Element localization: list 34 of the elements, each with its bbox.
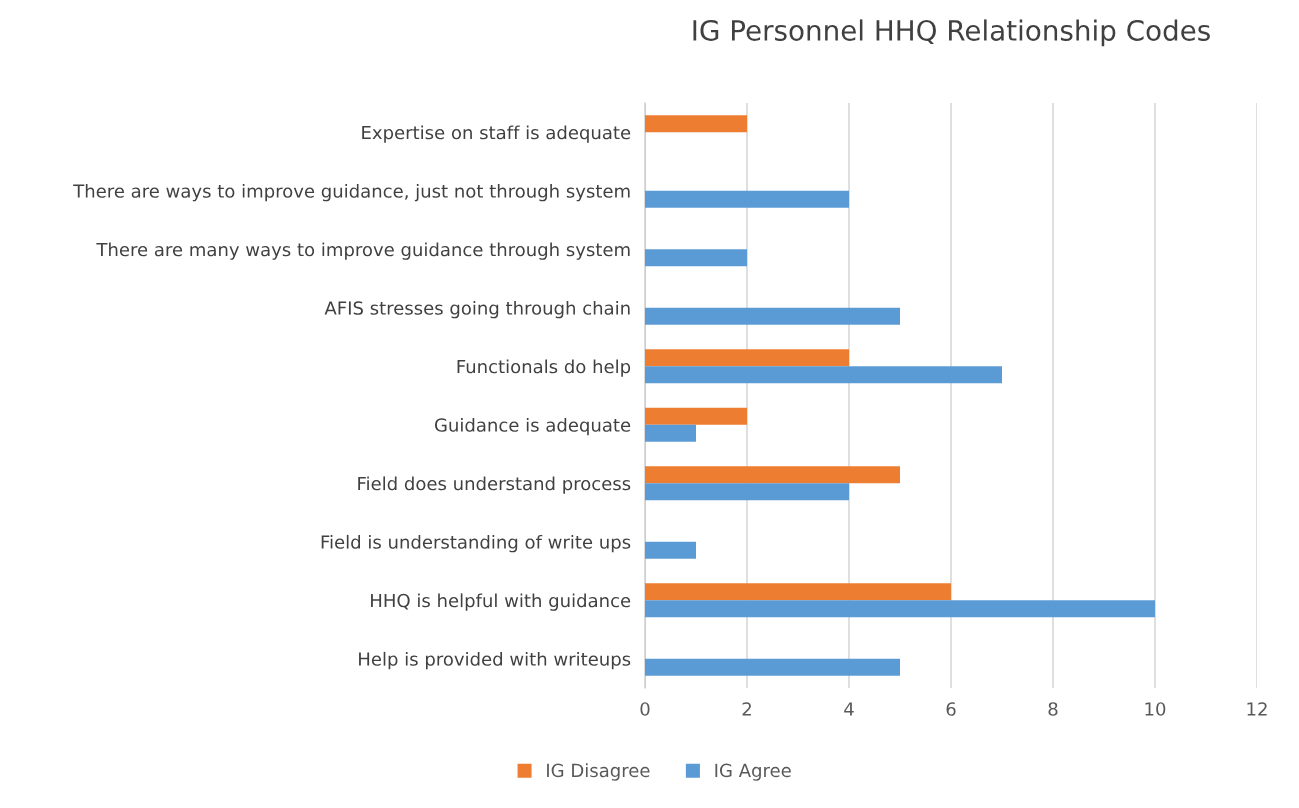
bar [645, 249, 747, 267]
x-tick-label: 2 [742, 702, 751, 716]
bar [645, 600, 1155, 618]
bar [645, 424, 696, 442]
y-tick-label: AFIS stresses going through chain [324, 300, 630, 319]
y-tick-label: There are ways to improve guidance, just not through system [73, 183, 630, 202]
y-tick-label: Field does understand process [358, 476, 631, 494]
x-tick-label: 4 [844, 702, 854, 716]
legend-label: IG Agree [715, 763, 791, 781]
x-tick-label: 12 [1247, 702, 1267, 716]
bar [645, 658, 900, 676]
legend-label: IG Disagree [547, 763, 650, 781]
bar [645, 190, 849, 208]
x-tick-label: 0 [640, 702, 650, 716]
y-tick-label: Guidance is adequate [434, 417, 631, 436]
bar [645, 366, 1002, 384]
bar [645, 466, 900, 484]
bar [645, 407, 747, 425]
bar [645, 307, 900, 325]
bar [645, 115, 747, 133]
x-tick-label: 6 [946, 702, 956, 716]
y-tick-label: Help is provided with writeups [359, 651, 631, 670]
bar [645, 541, 696, 559]
y-tick-label: Field is understanding of write ups [321, 534, 631, 553]
bar [645, 349, 849, 367]
y-tick-label: Expertise on staff is adequate [362, 125, 631, 143]
x-tick-label: 10 [1145, 702, 1166, 716]
y-tick-label: HHQ is helpful with guidance [371, 593, 631, 611]
bar [645, 483, 849, 501]
y-tick-label: Functionals do help [457, 359, 631, 377]
x-tick-label: 8 [1048, 702, 1058, 716]
y-tick-label: There are many ways to improve guidance through system [96, 242, 630, 260]
chart-title: IG Personnel HHQ Relationship Codes [693, 19, 1210, 47]
bar [645, 583, 951, 601]
